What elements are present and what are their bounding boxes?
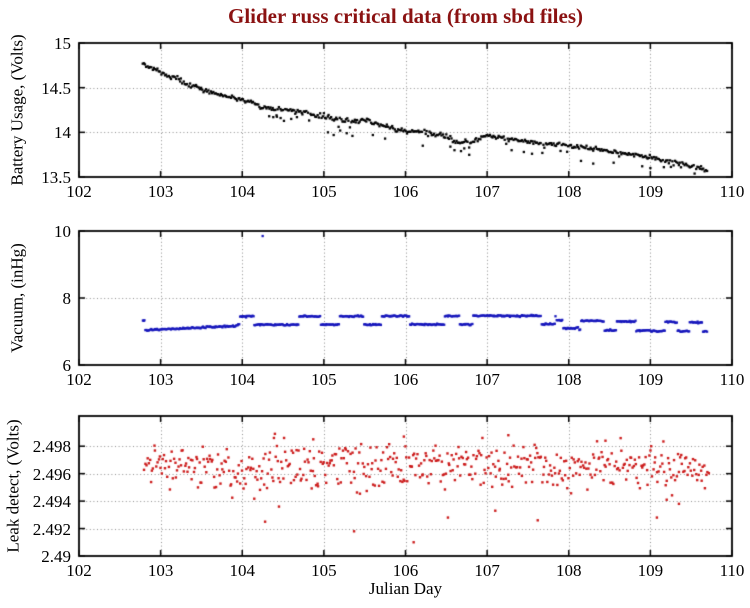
x-tick-label: 109 — [637, 370, 664, 389]
x-tick-label: 106 — [392, 182, 419, 201]
x-tick-label: 103 — [147, 561, 174, 580]
x-tick-label: 103 — [147, 182, 174, 201]
x-tick-label: 107 — [474, 370, 500, 389]
y-tick-label: 2.494 — [32, 492, 71, 512]
y-tick-label: 14.5 — [41, 78, 71, 98]
y-tick-label: 2.492 — [32, 519, 71, 539]
y-tick-label: 2.498 — [32, 437, 71, 457]
x-axis-label: Julian Day — [368, 579, 443, 598]
x-tick-label: 102 — [66, 561, 92, 580]
y-tick-label: 15 — [54, 34, 71, 53]
x-tick-label: 105 — [311, 370, 337, 389]
y-tick-label: 2.49 — [41, 547, 71, 566]
x-tick-label: 104 — [229, 370, 256, 389]
y-tick-label: 6 — [62, 356, 72, 375]
x-tick-label: 102 — [66, 182, 92, 201]
x-tick-label: 109 — [637, 182, 664, 201]
x-tick-label: 106 — [392, 561, 419, 580]
x-tick-label: 102 — [66, 370, 92, 389]
x-tick-label: 110 — [719, 561, 745, 580]
x-tick-label: 105 — [311, 182, 337, 201]
x-tick-label: 108 — [556, 182, 582, 201]
y-tick-label: 10 — [54, 222, 71, 241]
x-tick-label: 108 — [556, 561, 582, 580]
x-tick-label: 104 — [229, 561, 256, 580]
x-tick-label: 107 — [474, 561, 500, 580]
x-tick-label: 105 — [311, 561, 337, 580]
x-tick-label: 110 — [719, 370, 745, 389]
y-tick-label: 2.496 — [32, 464, 71, 484]
y-tick-label: 14 — [54, 123, 71, 143]
x-tick-label: 107 — [474, 182, 500, 201]
x-tick-label: 103 — [147, 370, 174, 389]
y-axis-label-battery: Battery Usage, (Volts) — [7, 34, 27, 186]
x-tick-label: 109 — [637, 561, 664, 580]
x-tick-label: 104 — [229, 182, 256, 201]
x-tick-label: 108 — [556, 370, 582, 389]
x-tick-label: 106 — [392, 370, 419, 389]
x-tick-label: 110 — [719, 182, 745, 201]
y-tick-label: 8 — [62, 289, 72, 308]
y-tick-label: 13.5 — [41, 168, 71, 187]
